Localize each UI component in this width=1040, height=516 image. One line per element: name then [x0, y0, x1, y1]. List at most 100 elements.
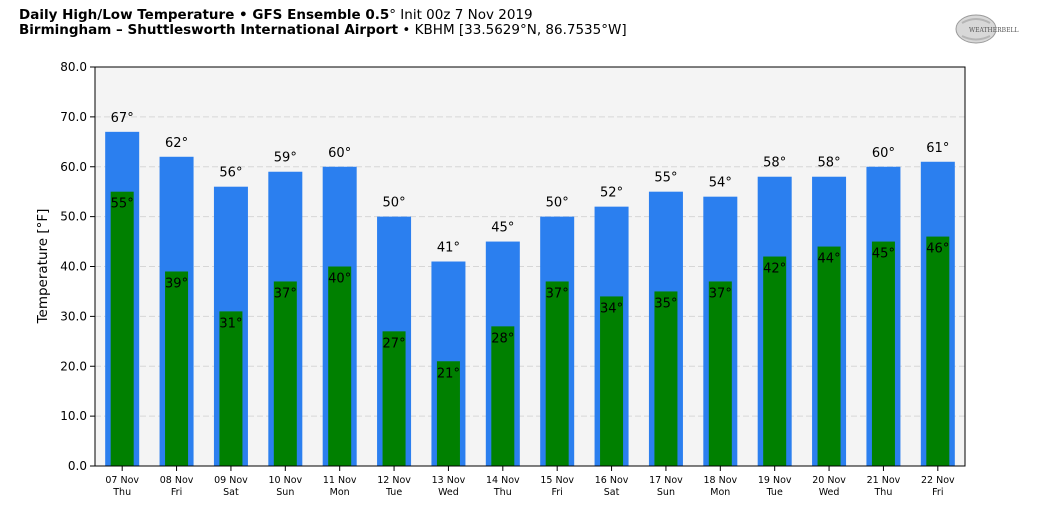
x-tick-date: 18 Nov [703, 475, 737, 486]
y-tick-label: 60.0 [60, 160, 87, 174]
x-tick-date: 11 Nov [323, 475, 357, 486]
x-tick-date: 16 Nov [595, 475, 629, 486]
high-temp-label: 61° [926, 141, 949, 156]
x-tick-weekday: Tue [766, 487, 783, 498]
high-temp-label: 50° [546, 196, 569, 211]
low-temp-label: 40° [328, 272, 351, 287]
x-tick-weekday: Thu [874, 487, 893, 498]
high-temp-label: 58° [818, 156, 841, 171]
logo-text: WEATHERBELL [969, 27, 1018, 34]
low-temp-label: 46° [926, 242, 949, 257]
y-tick-label: 30.0 [60, 309, 87, 323]
y-tick-label: 40.0 [60, 260, 87, 274]
x-tick-date: 14 Nov [486, 475, 520, 486]
low-temp-label: 34° [600, 301, 623, 316]
value-labels: 67° 55° 62° 39° 56° 31° 59° 37° 60° 40° 50° 27° 41° 2… [111, 111, 950, 381]
x-tick-date: 13 Nov [432, 475, 466, 486]
low-temp-bar [219, 311, 243, 466]
low-temp-label: 39° [165, 276, 188, 291]
low-temp-label: 45° [872, 247, 895, 262]
bars [105, 131, 955, 467]
title-line-2: Birmingham – Shuttlesworth International… [19, 23, 627, 38]
y-tick-label: 80.0 [60, 60, 87, 74]
x-tick-weekday: Thu [493, 487, 512, 498]
x-tick-date: 12 Nov [377, 475, 411, 486]
low-temp-bar [654, 291, 678, 466]
y-axis: 0.0 10.0 20.0 30.0 40.0 50.0 60.0 70.0 80.0 [60, 60, 95, 473]
y-axis-title: Temperature [°F] [35, 209, 51, 325]
x-tick-date: 15 Nov [540, 475, 574, 486]
high-temp-label: 58° [763, 156, 786, 171]
high-temp-label: 45° [491, 221, 514, 236]
low-temp-bar [871, 241, 895, 466]
x-tick-date: 22 Nov [921, 475, 955, 486]
low-temp-label: 44° [818, 252, 841, 267]
high-temp-label: 60° [328, 146, 351, 161]
low-temp-bar [926, 236, 950, 466]
low-temp-bar [708, 281, 732, 466]
title-init: ° Init 00z 7 Nov 2019 [389, 7, 533, 23]
x-tick-weekday: Mon [710, 487, 730, 498]
x-tick-weekday: Fri [552, 487, 563, 498]
low-temp-bar [165, 271, 189, 466]
y-tick-label: 10.0 [60, 409, 87, 423]
x-tick-date: 08 Nov [160, 475, 194, 486]
x-tick-weekday: Mon [330, 487, 350, 498]
low-temp-label: 31° [219, 316, 242, 331]
high-temp-label: 54° [709, 176, 732, 191]
low-temp-bar [817, 246, 841, 466]
low-temp-bar [763, 256, 787, 466]
low-temp-label: 37° [546, 286, 569, 301]
high-temp-label: 56° [219, 166, 242, 181]
x-tick-weekday: Wed [819, 487, 840, 498]
x-tick-date: 21 Nov [867, 475, 901, 486]
x-tick-date: 19 Nov [758, 475, 792, 486]
low-temp-bar [436, 361, 460, 466]
low-temp-label: 37° [274, 286, 297, 301]
weatherbell-logo-icon: WEATHERBELL [955, 14, 1018, 44]
x-tick-date: 07 Nov [105, 475, 139, 486]
x-tick-weekday: Sun [276, 487, 294, 498]
low-temp-label: 35° [654, 296, 677, 311]
low-temp-bar [600, 296, 624, 466]
low-temp-bar [328, 266, 352, 466]
x-tick-date: 09 Nov [214, 475, 248, 486]
low-temp-label: 37° [709, 286, 732, 301]
low-temp-bar [273, 281, 297, 466]
low-temp-bar [110, 191, 134, 466]
x-tick-weekday: Sun [657, 487, 675, 498]
high-temp-label: 41° [437, 241, 460, 256]
high-temp-label: 62° [165, 136, 188, 151]
x-tick-weekday: Sat [604, 487, 620, 498]
low-temp-bar [545, 281, 569, 466]
high-temp-label: 59° [274, 151, 297, 166]
location-name: Birmingham – Shuttlesworth International… [19, 22, 399, 38]
x-tick-date: 10 Nov [268, 475, 302, 486]
y-tick-label: 50.0 [60, 210, 87, 224]
x-tick-weekday: Fri [171, 487, 182, 498]
x-tick-weekday: Fri [932, 487, 943, 498]
low-temp-label: 42° [763, 262, 786, 277]
y-tick-label: 20.0 [60, 359, 87, 373]
title-main: Daily High/Low Temperature • GFS Ensembl… [19, 7, 390, 23]
low-temp-label: 55° [111, 197, 134, 212]
x-tick-weekday: Thu [112, 487, 131, 498]
high-temp-label: 52° [600, 186, 623, 201]
chart-header: Daily High/Low Temperature • GFS Ensembl… [19, 8, 627, 38]
low-temp-label: 28° [491, 331, 514, 346]
x-tick-weekday: Tue [385, 487, 402, 498]
high-temp-label: 67° [111, 111, 134, 126]
high-temp-label: 60° [872, 146, 895, 161]
x-tick-date: 17 Nov [649, 475, 683, 486]
station-coordinates: • KBHM [33.5629°N, 86.7535°W] [398, 22, 627, 38]
high-temp-label: 50° [383, 196, 406, 211]
title-line-1: Daily High/Low Temperature • GFS Ensembl… [19, 8, 627, 23]
y-tick-label: 0.0 [68, 459, 87, 473]
low-temp-label: 21° [437, 366, 460, 381]
weatherbell-logo: WEATHERBELL [954, 12, 1020, 46]
x-tick-date: 20 Nov [812, 475, 846, 486]
low-temp-label: 27° [383, 336, 406, 351]
low-temp-bar [382, 331, 406, 466]
